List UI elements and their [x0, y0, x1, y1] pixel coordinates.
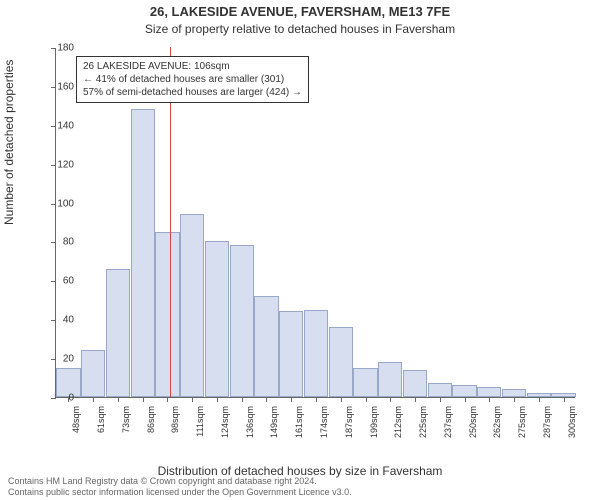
y-tick-label: 100: [57, 198, 74, 209]
x-tick-label: 287sqm: [542, 406, 552, 438]
histogram-bar: [131, 109, 155, 397]
x-tick-mark: [217, 397, 218, 402]
y-tick-label: 60: [63, 276, 74, 287]
y-tick-label: 40: [63, 315, 74, 326]
histogram-bar: [230, 245, 254, 397]
x-tick-label: 48sqm: [71, 406, 81, 433]
x-tick-label: 250sqm: [468, 406, 478, 438]
x-tick-label: 199sqm: [369, 406, 379, 438]
y-tick-label: 140: [57, 120, 74, 131]
y-tick-mark: [51, 242, 56, 243]
x-tick-label: 124sqm: [220, 406, 230, 438]
histogram-bar: [304, 310, 328, 398]
x-tick-mark: [564, 397, 565, 402]
annotation-line: ← 41% of detached houses are smaller (30…: [83, 73, 302, 86]
x-tick-label: 275sqm: [517, 406, 527, 438]
x-tick-mark: [118, 397, 119, 402]
annotation-line: 26 LAKESIDE AVENUE: 106sqm: [83, 60, 302, 73]
histogram-bar: [81, 350, 105, 397]
x-tick-mark: [440, 397, 441, 402]
histogram-bar: [205, 241, 229, 397]
histogram-bar: [403, 370, 427, 397]
x-tick-mark: [341, 397, 342, 402]
x-tick-label: 98sqm: [170, 406, 180, 433]
x-tick-label: 225sqm: [418, 406, 428, 438]
x-tick-mark: [514, 397, 515, 402]
x-tick-label: 300sqm: [567, 406, 577, 438]
y-tick-mark: [51, 320, 56, 321]
y-tick-mark: [51, 359, 56, 360]
histogram-bar: [353, 368, 377, 397]
y-tick-mark: [51, 204, 56, 205]
x-tick-label: 262sqm: [492, 406, 502, 438]
x-tick-mark: [266, 397, 267, 402]
x-tick-mark: [93, 397, 94, 402]
x-tick-mark: [316, 397, 317, 402]
x-tick-mark: [242, 397, 243, 402]
x-tick-label: 61sqm: [96, 406, 106, 433]
x-tick-label: 111sqm: [195, 406, 205, 437]
y-tick-label: 0: [68, 393, 74, 404]
x-tick-mark: [489, 397, 490, 402]
y-tick-label: 160: [57, 81, 74, 92]
x-tick-label: 237sqm: [443, 406, 453, 438]
plot-region: 26 LAKESIDE AVENUE: 106sqm← 41% of detac…: [55, 48, 575, 398]
histogram-bar: [155, 232, 179, 397]
x-tick-label: 86sqm: [146, 406, 156, 433]
y-tick-mark: [51, 126, 56, 127]
chart-area: 26 LAKESIDE AVENUE: 106sqm← 41% of detac…: [55, 48, 575, 428]
annotation-line: 57% of semi-detached houses are larger (…: [83, 86, 302, 99]
x-tick-label: 212sqm: [393, 406, 403, 438]
x-tick-mark: [167, 397, 168, 402]
x-tick-mark: [465, 397, 466, 402]
x-tick-label: 149sqm: [269, 406, 279, 438]
histogram-bar: [329, 327, 353, 397]
x-tick-label: 73sqm: [121, 406, 131, 433]
histogram-bar: [254, 296, 278, 397]
x-tick-label: 136sqm: [245, 406, 255, 438]
footer-attribution: Contains HM Land Registry data © Crown c…: [8, 476, 352, 498]
y-tick-label: 180: [57, 43, 74, 54]
histogram-bar: [180, 214, 204, 397]
x-tick-mark: [366, 397, 367, 402]
histogram-bar: [279, 311, 303, 397]
y-tick-mark: [51, 87, 56, 88]
footer-line-1: Contains HM Land Registry data © Crown c…: [8, 476, 352, 487]
x-tick-mark: [539, 397, 540, 402]
chart-title: 26, LAKESIDE AVENUE, FAVERSHAM, ME13 7FE: [0, 4, 600, 19]
histogram-bar: [378, 362, 402, 397]
x-tick-mark: [390, 397, 391, 402]
y-tick-label: 80: [63, 237, 74, 248]
x-tick-mark: [192, 397, 193, 402]
x-tick-label: 161sqm: [294, 406, 304, 438]
x-tick-mark: [291, 397, 292, 402]
x-tick-label: 174sqm: [319, 406, 329, 438]
y-tick-label: 20: [63, 354, 74, 365]
histogram-bar: [428, 383, 452, 397]
chart-subtitle: Size of property relative to detached ho…: [0, 22, 600, 36]
histogram-bar: [477, 387, 501, 397]
y-tick-mark: [51, 281, 56, 282]
y-tick-mark: [51, 398, 56, 399]
histogram-bar: [502, 389, 526, 397]
x-tick-mark: [143, 397, 144, 402]
y-tick-label: 120: [57, 159, 74, 170]
y-tick-mark: [51, 165, 56, 166]
y-axis-label: Number of detached properties: [2, 60, 16, 225]
histogram-bar: [106, 269, 130, 397]
footer-line-2: Contains public sector information licen…: [8, 487, 352, 498]
x-tick-label: 187sqm: [344, 406, 354, 438]
annotation-box: 26 LAKESIDE AVENUE: 106sqm← 41% of detac…: [76, 56, 309, 103]
y-tick-mark: [51, 48, 56, 49]
x-tick-mark: [415, 397, 416, 402]
histogram-bar: [452, 385, 476, 397]
